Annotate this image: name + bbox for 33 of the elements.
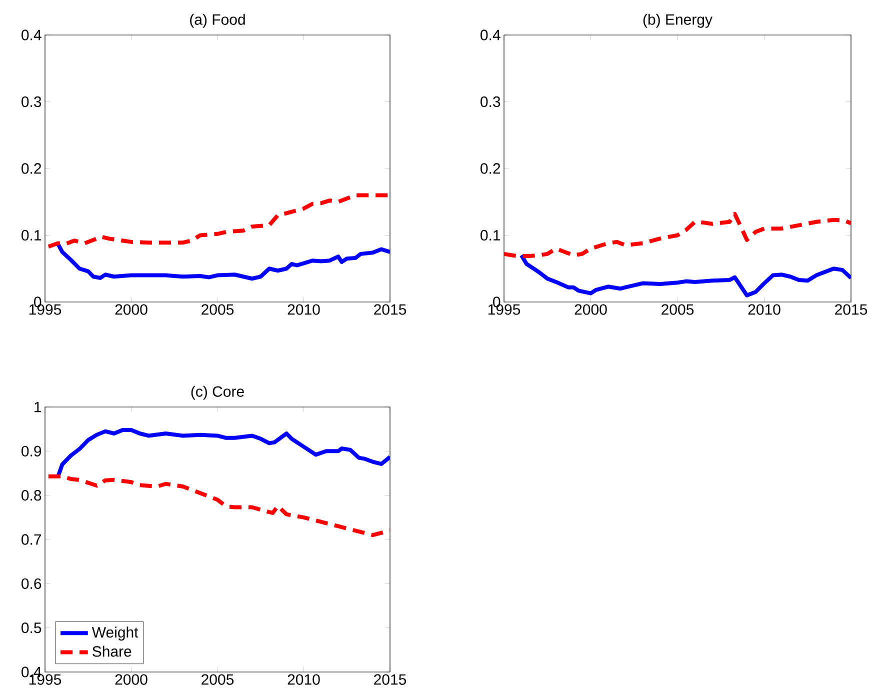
y-tick-label: 0.1 — [22, 230, 42, 241]
x-tick-label: 2000 — [115, 304, 148, 315]
y-tick-label: 0.7 — [22, 534, 42, 545]
x-tick-label: 2015 — [374, 304, 406, 315]
legend-label: Weight — [92, 626, 138, 641]
chart-title: (a) Food — [190, 14, 245, 28]
y-tick-label: 1 — [34, 402, 42, 412]
y-tick-label: 0.9 — [22, 446, 42, 456]
y-tick-label: 0.3 — [22, 96, 42, 108]
x-tick-label: 2005 — [202, 304, 234, 315]
legend-label: Share — [92, 646, 132, 657]
y-tick-label: 0.2 — [480, 163, 500, 174]
y-tick-label: 0.5 — [22, 622, 42, 634]
x-tick-label: 2015 — [374, 674, 406, 685]
x-tick-label: 2010 — [748, 304, 780, 315]
x-tick-label: 2015 — [835, 304, 868, 315]
chart-title: (c) Core — [191, 386, 244, 400]
y-tick-label: 0.1 — [480, 230, 500, 241]
line-series — [46, 474, 390, 538]
x-tick-label: 2010 — [288, 304, 320, 315]
y-tick-label: 0.6 — [22, 578, 42, 589]
x-tick-label: 2010 — [288, 674, 320, 685]
y-tick-label: 0.4 — [22, 30, 42, 40]
y-tick-label: 0.8 — [22, 490, 42, 501]
x-tick-label: 2000 — [574, 304, 607, 315]
y-tick-label: 0.4 — [480, 30, 500, 40]
line-series — [519, 253, 852, 298]
x-tick-label: 2005 — [202, 674, 234, 685]
chart-title: (b) Energy — [643, 14, 712, 28]
x-tick-label: 2005 — [662, 304, 694, 315]
x-tick-label: 2000 — [115, 674, 148, 685]
y-tick-label: 0.3 — [480, 96, 500, 108]
y-tick-label: 0.2 — [22, 163, 42, 174]
